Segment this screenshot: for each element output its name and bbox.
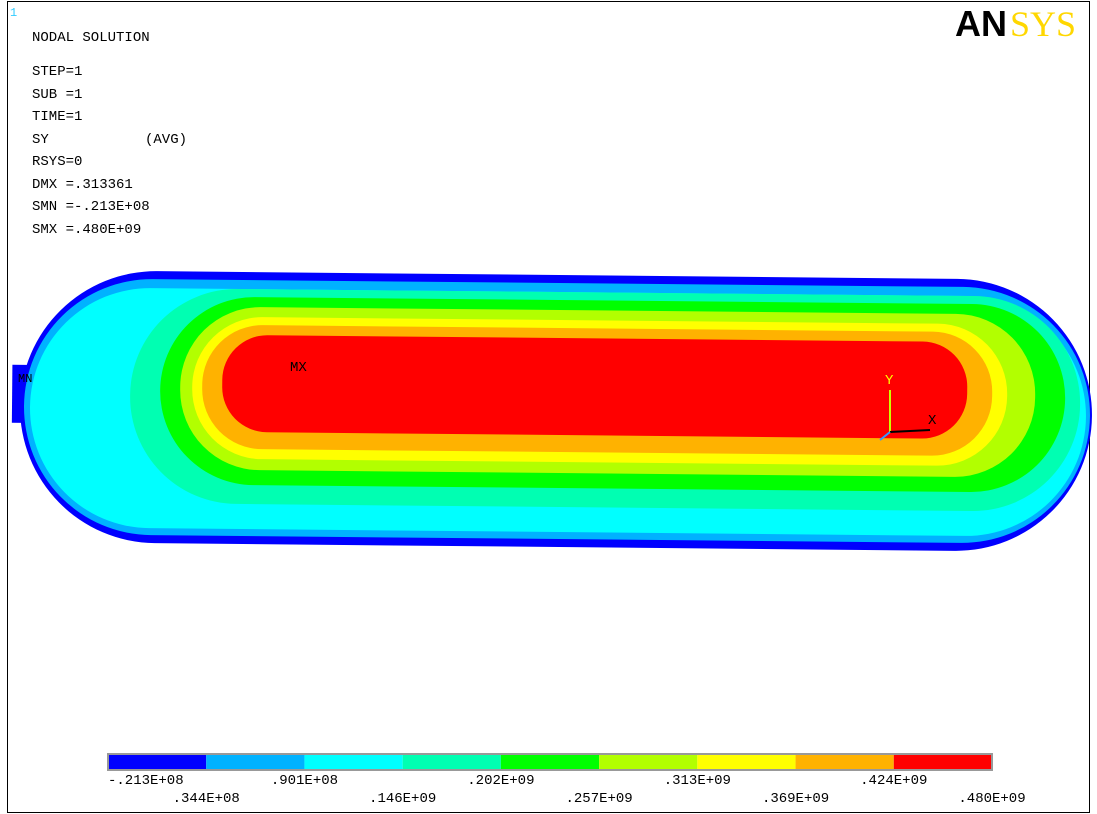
info-line: SUB =1 [32,87,82,103]
legend-swatch [403,754,501,770]
info-line: RSYS=0 [32,154,82,170]
logo-an: AN [955,3,1007,44]
info-line: SY [32,132,49,148]
legend-label: .424E+09 [860,773,927,789]
legend-label: .369E+09 [762,791,829,807]
legend-swatch [108,754,206,770]
legend-label: .257E+09 [566,791,633,807]
legend-swatch [599,754,697,770]
axis-y-label: Y [885,373,894,389]
min-marker: MN [18,372,32,386]
info-line: SMX =.480E+09 [32,222,141,238]
window-number: 1 [10,6,17,20]
legend-label: .313E+09 [664,773,731,789]
info-line: (AVG) [145,132,187,148]
ansys-window: 1 AN SYS NODAL SOLUTION STEP=1 SUB =1 TIME=… [0,0,1097,814]
info-line: DMX =.313361 [32,177,133,193]
legend-swatch [501,754,599,770]
max-marker: MX [290,360,307,376]
legend-swatch [697,754,795,770]
legend-label: .344E+08 [173,791,240,807]
legend-label: .480E+09 [958,791,1025,807]
legend-swatch [894,754,992,770]
info-line: SMN =-.213E+08 [32,199,150,215]
legend-label: .146E+09 [369,791,436,807]
legend-swatch [206,754,304,770]
tank-contour [11,270,1094,552]
info-line: STEP=1 [32,64,82,80]
legend-label: .901E+08 [271,773,338,789]
info-line: NODAL SOLUTION [32,30,150,46]
contour-band [222,335,968,439]
legend-swatch [796,754,894,770]
axis-x-label: X [928,413,937,429]
logo-sys: SYS [1010,4,1076,44]
info-line: TIME=1 [32,109,82,125]
legend-swatch [304,754,402,770]
legend-label: -.213E+08 [108,773,184,789]
legend-label: .202E+09 [467,773,534,789]
